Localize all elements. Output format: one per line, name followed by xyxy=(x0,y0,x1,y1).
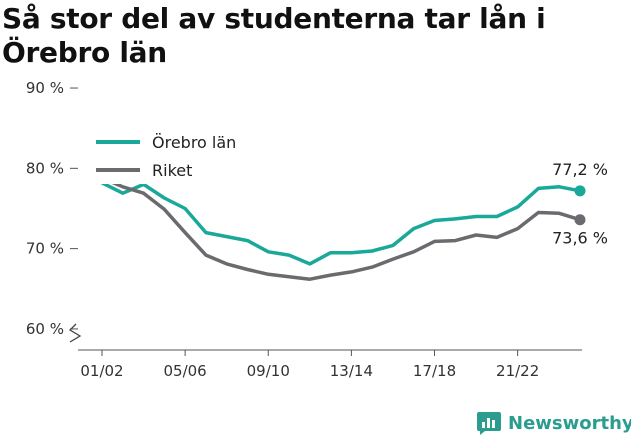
y-tick-label: 70 % xyxy=(26,240,64,258)
y-axis-break-icon xyxy=(68,323,82,343)
y-tick-label: 60 % xyxy=(26,320,64,338)
series-end-point xyxy=(574,214,586,226)
chart-title: Så stor del av studenterna tar lån i Öre… xyxy=(2,2,546,69)
y-axis: 60 % 70 % 80 % 90 % xyxy=(26,79,82,343)
brand-name: Newsworthy xyxy=(508,412,631,434)
series-line xyxy=(100,176,582,281)
y-tick-label: 80 % xyxy=(26,159,64,177)
x-axis: 01/02 05/06 09/10 13/14 17/18 21/22 xyxy=(78,349,582,380)
legend: Örebro län Riket xyxy=(88,126,256,184)
newsworthy-logo-icon xyxy=(477,412,501,435)
x-tick-label: 17/18 xyxy=(413,362,456,380)
series-lines xyxy=(100,176,586,281)
series-end-label: 77,2 % xyxy=(552,160,608,179)
x-tick-label: 01/02 xyxy=(80,362,123,380)
legend-label: Riket xyxy=(152,161,192,180)
series-end-point xyxy=(574,185,586,197)
y-tick-label: 90 % xyxy=(26,79,64,97)
x-tick-label: 21/22 xyxy=(496,362,539,380)
series-end-label: 73,6 % xyxy=(552,229,608,248)
legend-background xyxy=(88,126,256,184)
x-tick-label: 13/14 xyxy=(330,362,373,380)
series-line xyxy=(100,181,582,266)
x-tick-label: 05/06 xyxy=(164,362,207,380)
end-labels: 77,2 % 73,6 % xyxy=(552,160,608,248)
brand-logo: Newsworthy xyxy=(476,410,631,436)
x-tick-label: 09/10 xyxy=(247,362,290,380)
legend-label: Örebro län xyxy=(152,133,236,152)
